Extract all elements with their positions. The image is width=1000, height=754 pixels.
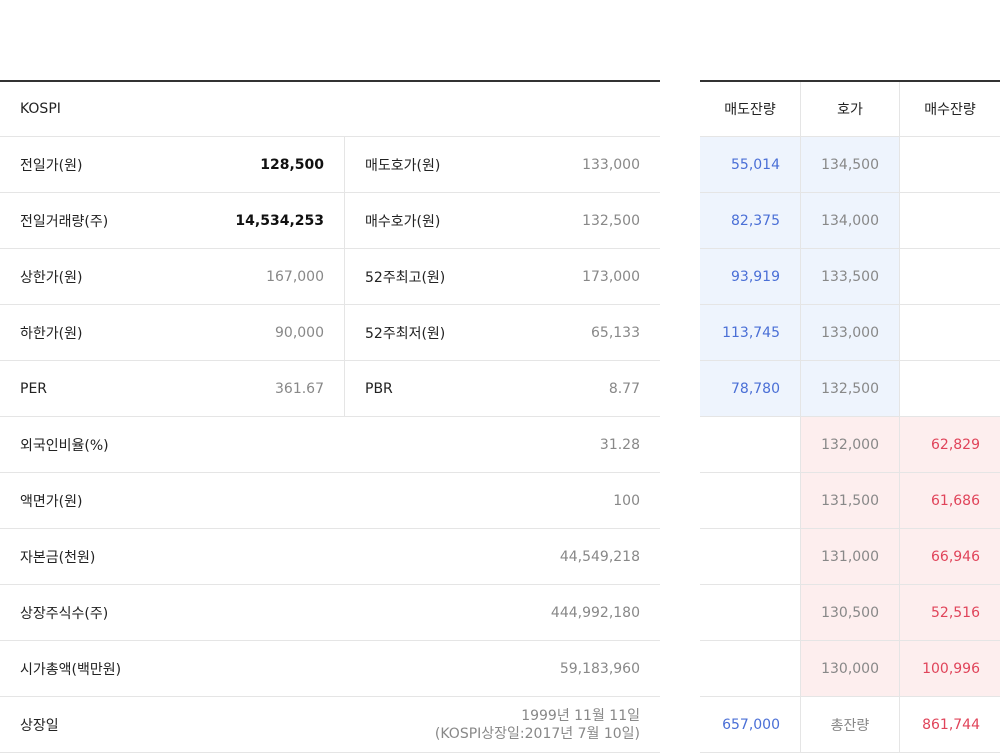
- market-cap-label: 시가총액(백만원): [20, 661, 122, 678]
- bid-qty: 66,946: [900, 529, 1000, 584]
- empty-ask-cell: [700, 529, 800, 584]
- prev-close-value: 128,500: [260, 156, 324, 173]
- total-label: 총잔량: [800, 697, 900, 752]
- ask-price: 132,500: [800, 361, 900, 416]
- ask-price: 134,500: [800, 137, 900, 192]
- lower-limit-value: 90,000: [275, 324, 324, 341]
- ask-price: 133,500: [800, 249, 900, 304]
- ask-row: 78,780 132,500: [700, 361, 1000, 417]
- foreign-ratio-value: 31.28: [599, 436, 640, 453]
- bid-price: 130,000: [800, 641, 900, 696]
- bid-row: 130,500 52,516: [700, 585, 1000, 641]
- info-row-foreign-ratio: 외국인비율(%) 31.28: [0, 417, 660, 473]
- prev-volume-value: 14,534,253: [235, 212, 324, 229]
- ask-price-label: 매도호가(원): [365, 157, 441, 174]
- ask-row: 113,745 133,000: [700, 305, 1000, 361]
- listed-shares-label: 상장주식수(주): [20, 605, 109, 622]
- stock-info-table: KOSPI 전일가(원) 128,500 매도호가(원) 133,000 전일거…: [0, 80, 660, 753]
- empty-bid-cell: [900, 193, 1000, 248]
- per-label: PER: [20, 380, 48, 397]
- empty-bid-cell: [900, 361, 1000, 416]
- listing-date-value: 1999년 11월 11일 (KOSPI상장일:2017년 7월 10일): [300, 697, 660, 752]
- bid-price: 131,500: [800, 473, 900, 528]
- capital-value: 44,549,218: [559, 548, 640, 565]
- listing-date-label: 상장일: [20, 717, 59, 734]
- 52w-high-label: 52주최고(원): [365, 269, 446, 286]
- empty-bid-cell: [900, 249, 1000, 304]
- info-row-prev-close: 전일가(원) 128,500 매도호가(원) 133,000: [0, 137, 660, 193]
- foreign-ratio-label: 외국인비율(%): [20, 437, 109, 454]
- bid-qty: 52,516: [900, 585, 1000, 640]
- listing-date: 1999년 11월 11일: [521, 707, 640, 724]
- ask-qty: 113,745: [700, 305, 800, 360]
- bid-price: 131,000: [800, 529, 900, 584]
- 52w-low-label: 52주최저(원): [365, 325, 446, 342]
- upper-limit-label: 상한가(원): [20, 269, 83, 286]
- listed-shares-value: 444,992,180: [550, 604, 640, 621]
- prev-volume-label: 전일거래량(주): [20, 213, 109, 230]
- ask-row: 82,375 134,000: [700, 193, 1000, 249]
- bid-price: 130,500: [800, 585, 900, 640]
- bid-qty: 61,686: [900, 473, 1000, 528]
- price-header: 호가: [800, 82, 900, 136]
- pbr-label: PBR: [365, 380, 393, 397]
- orderbook-table: 매도잔량 호가 매수잔량 55,014 134,500 82,375 134,0…: [700, 80, 1000, 753]
- ask-qty: 55,014: [700, 137, 800, 192]
- empty-bid-cell: [900, 137, 1000, 192]
- bid-total: 861,744: [922, 716, 980, 733]
- info-row-upper-limit: 상한가(원) 167,000 52주최고(원) 173,000: [0, 249, 660, 305]
- 52w-low-value: 65,133: [591, 324, 640, 341]
- ask-qty: 93,919: [700, 249, 800, 304]
- ask-row: 55,014 134,500: [700, 137, 1000, 193]
- prev-close-label: 전일가(원): [20, 157, 83, 174]
- ask-price: 134,000: [800, 193, 900, 248]
- ask-total: 657,000: [722, 716, 780, 733]
- info-row-listed-shares: 상장주식수(주) 444,992,180: [0, 585, 660, 641]
- market-label: KOSPI: [20, 101, 61, 117]
- empty-ask-cell: [700, 585, 800, 640]
- ask-price: 133,000: [800, 305, 900, 360]
- bid-qty: 62,829: [900, 417, 1000, 472]
- bid-qty: 100,996: [900, 641, 1000, 696]
- info-row-lower-limit: 하한가(원) 90,000 52주최저(원) 65,133: [0, 305, 660, 361]
- market-row: KOSPI: [0, 82, 660, 137]
- info-row-par-value: 액면가(원) 100: [0, 473, 660, 529]
- bid-qty-header: 매수잔량: [924, 102, 976, 118]
- lower-limit-label: 하한가(원): [20, 325, 83, 342]
- kospi-listing-date: (KOSPI상장일:2017년 7월 10일): [434, 725, 640, 742]
- ask-qty: 82,375: [700, 193, 800, 248]
- bid-row: 132,000 62,829: [700, 417, 1000, 473]
- bid-row: 130,000 100,996: [700, 641, 1000, 697]
- empty-bid-cell: [900, 305, 1000, 360]
- orderbook-header: 매도잔량 호가 매수잔량: [700, 82, 1000, 137]
- bid-row: 131,000 66,946: [700, 529, 1000, 585]
- 52w-high-value: 173,000: [582, 268, 640, 285]
- bid-price: 132,000: [800, 417, 900, 472]
- bid-price-value: 132,500: [582, 212, 640, 229]
- info-row-per: PER 361.67 PBR 8.77: [0, 361, 660, 417]
- bid-price-label: 매수호가(원): [365, 213, 441, 230]
- total-row: 657,000 총잔량 861,744: [700, 697, 1000, 753]
- per-value: 361.67: [275, 380, 324, 397]
- bid-row: 131,500 61,686: [700, 473, 1000, 529]
- capital-label: 자본금(천원): [20, 549, 96, 566]
- info-row-listing-date: 상장일 1999년 11월 11일 (KOSPI상장일:2017년 7월 10일…: [0, 697, 660, 753]
- empty-ask-cell: [700, 641, 800, 696]
- upper-limit-value: 167,000: [266, 268, 324, 285]
- info-row-capital: 자본금(천원) 44,549,218: [0, 529, 660, 585]
- ask-qty: 78,780: [700, 361, 800, 416]
- par-value-label: 액면가(원): [20, 493, 83, 510]
- ask-qty-header: 매도잔량: [724, 102, 776, 118]
- par-value-value: 100: [613, 492, 640, 509]
- info-row-market-cap: 시가총액(백만원) 59,183,960: [0, 641, 660, 697]
- info-row-prev-volume: 전일거래량(주) 14,534,253 매수호가(원) 132,500: [0, 193, 660, 249]
- ask-price-value: 133,000: [582, 156, 640, 173]
- market-cap-value: 59,183,960: [559, 660, 640, 677]
- pbr-value: 8.77: [608, 380, 640, 397]
- ask-row: 93,919 133,500: [700, 249, 1000, 305]
- empty-ask-cell: [700, 417, 800, 472]
- empty-ask-cell: [700, 473, 800, 528]
